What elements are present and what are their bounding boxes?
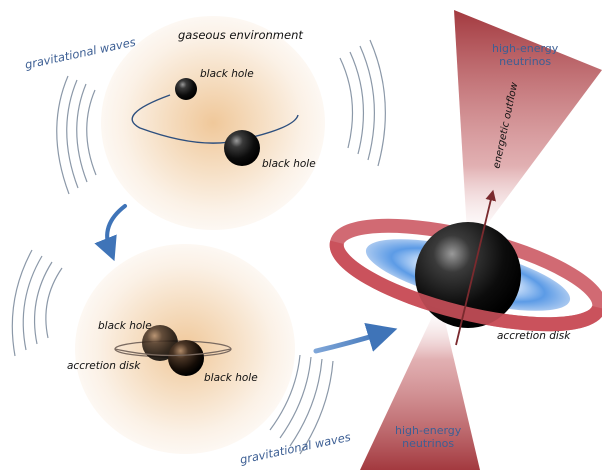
arrow-top-to-bottom [94, 204, 127, 262]
orbit-path [131, 94, 299, 144]
label-black-hole-2: black hole [262, 158, 316, 170]
accretion-disk-small-front [114, 348, 232, 357]
black-hole-merging-2 [168, 340, 204, 376]
label-black-hole-4: black hole [204, 372, 258, 384]
accretion-disk-front [329, 240, 602, 332]
black-hole-merging-1 [142, 325, 178, 361]
label-black-hole-3: black hole [98, 320, 152, 332]
label-black-hole-1: black hole [200, 68, 254, 80]
black-hole-small [175, 78, 197, 100]
energetic-outflow-arrow [455, 189, 496, 346]
label-neutrinos-top-line2: neutrinos [499, 55, 552, 68]
wave-arcs-top-right [339, 39, 386, 167]
wave-arcs-bottom-right [269, 354, 334, 455]
black-hole-large [224, 130, 260, 166]
label-neutrinos-top: high-energy neutrinos [492, 42, 558, 68]
label-neutrinos-bottom: high-energy neutrinos [395, 424, 461, 450]
wave-arcs-bottom-left [11, 249, 63, 357]
label-neutrinos-top-line1: high-energy [492, 42, 559, 55]
label-neutrinos-bottom-line1: high-energy [395, 424, 462, 437]
jet-bottom [360, 300, 480, 470]
gas-cloud-top [101, 16, 325, 230]
wave-arcs-top-left [56, 75, 97, 195]
label-gaseous-environment: gaseous environment [178, 28, 303, 42]
label-accretion-disk-right: accretion disk [497, 330, 571, 342]
arrow-to-merged [313, 322, 398, 354]
label-accretion-disk-left: accretion disk [67, 360, 141, 372]
label-neutrinos-bottom-line2: neutrinos [402, 437, 455, 450]
